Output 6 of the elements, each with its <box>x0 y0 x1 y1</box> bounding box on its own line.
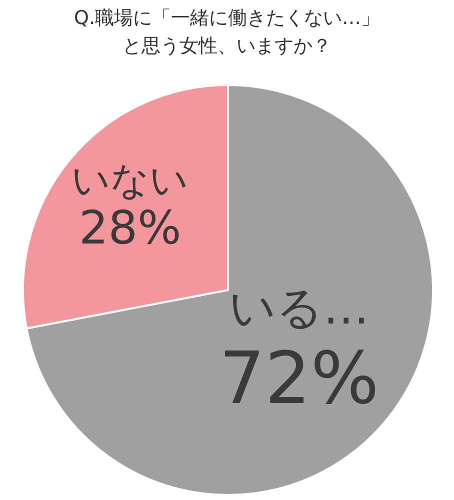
slice-label: いない <box>72 158 189 202</box>
slice-label: いる… <box>229 280 370 335</box>
title: Q.職場に「一緒に働きたくない…」 <box>74 7 380 29</box>
data-label: 72% <box>219 336 380 420</box>
title: と思う女性、いますか？ <box>122 35 332 57</box>
data-label: 28% <box>78 200 182 254</box>
